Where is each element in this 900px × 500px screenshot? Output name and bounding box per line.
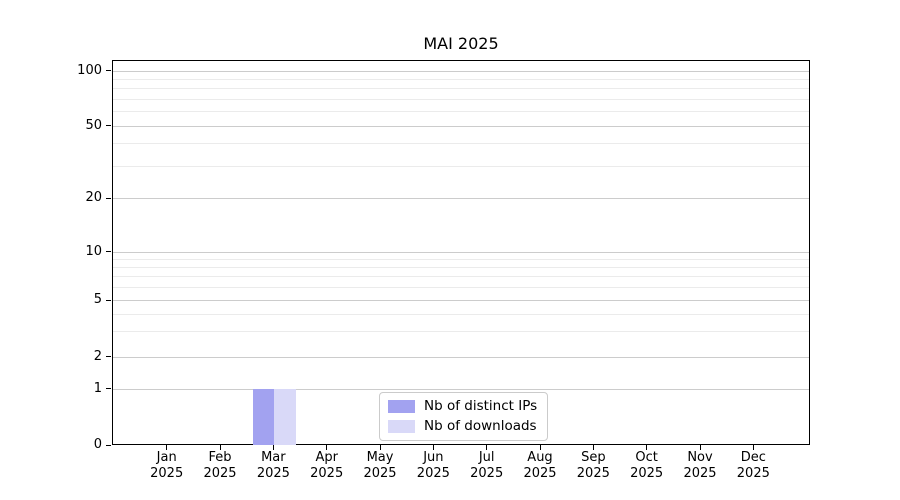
plot-area [112, 60, 810, 445]
y-tick-mark-0 [106, 444, 111, 446]
y-gridline-major-100 [113, 70, 809, 72]
x-tick-month: Jul [478, 450, 495, 465]
legend-swatch-distinct-ips [388, 399, 415, 413]
x-tick-month: Feb [208, 450, 232, 465]
x-tick-label-jun: Jun 2025 [401, 450, 465, 482]
y-gridline-major-10 [113, 251, 809, 253]
legend-item-downloads: Nb of downloads [388, 418, 537, 434]
y-gridline-minor-60 [113, 111, 809, 113]
x-tick-year: 2025 [523, 466, 557, 481]
y-tick-mark-100 [106, 70, 111, 71]
y-tick-mark-2 [106, 356, 111, 357]
x-tick-label-oct: Oct 2025 [615, 450, 679, 482]
y-gridline-major-1 [113, 388, 809, 390]
y-gridline-major-20 [113, 198, 809, 199]
x-tick-label-sep: Sep 2025 [561, 450, 625, 482]
x-tick-year: 2025 [363, 466, 397, 481]
y-tick-label-5: 5 [93, 292, 102, 307]
legend-swatch-downloads [388, 419, 415, 433]
x-tick-label-aug: Aug 2025 [508, 450, 572, 482]
x-tick-label-jul: Jul 2025 [455, 450, 519, 482]
y-tick-mark-1 [106, 388, 111, 389]
y-gridline-major-5 [113, 300, 809, 301]
x-tick-mark-may [379, 445, 381, 450]
y-tick-mark-50 [106, 125, 111, 126]
y-gridline-minor-6 [113, 287, 809, 289]
x-tick-month: Aug [527, 450, 553, 465]
x-tick-year: 2025 [683, 466, 717, 481]
x-tick-month: May [366, 450, 394, 465]
chart-title: MAI 2025 [423, 34, 499, 53]
legend-label-distinct-ips: Nb of distinct IPs [424, 398, 538, 414]
legend-item-distinct-ips: Nb of distinct IPs [388, 398, 537, 414]
bar-nb-of-downloads-mar [274, 388, 296, 445]
x-tick-mark-jun [432, 445, 434, 450]
x-tick-month: Jun [423, 450, 444, 465]
legend-label-downloads: Nb of downloads [424, 418, 537, 434]
legend: Nb of distinct IPs Nb of downloads [379, 392, 549, 441]
x-tick-year: 2025 [470, 466, 504, 481]
x-tick-label-mar: Mar 2025 [241, 450, 305, 482]
x-tick-label-nov: Nov 2025 [668, 450, 732, 482]
x-tick-month: Jan [156, 450, 177, 465]
bar-nb-of-distinct-ips-mar [252, 388, 275, 445]
x-tick-mark-oct [646, 445, 648, 450]
y-gridline-minor-3 [113, 331, 809, 333]
x-tick-label-apr: Apr 2025 [295, 450, 359, 482]
y-gridline-minor-40 [113, 143, 809, 145]
x-tick-mark-jul [486, 445, 488, 450]
y-gridline-minor-7 [113, 276, 809, 278]
x-tick-label-jan: Jan 2025 [135, 450, 199, 482]
x-tick-month: Oct [635, 450, 658, 465]
x-tick-mark-aug [539, 445, 541, 450]
x-tick-mark-dec [752, 445, 754, 450]
y-gridline-major-50 [113, 125, 809, 127]
y-tick-label-10: 10 [85, 243, 102, 259]
y-tick-label-50: 50 [85, 117, 102, 133]
y-gridline-minor-80 [113, 88, 809, 90]
x-tick-month: Mar [261, 450, 286, 465]
y-gridline-minor-9 [113, 258, 809, 260]
x-tick-mark-apr [326, 445, 328, 450]
x-tick-mark-mar [272, 445, 274, 450]
x-tick-month: Nov [687, 450, 713, 465]
x-tick-month: Apr [315, 450, 338, 465]
x-tick-label-feb: Feb 2025 [188, 450, 252, 482]
y-tick-label-1: 1 [93, 380, 102, 396]
x-tick-year: 2025 [736, 466, 770, 481]
x-tick-year: 2025 [203, 466, 237, 481]
y-tick-mark-10 [106, 251, 111, 252]
y-tick-mark-20 [106, 197, 111, 199]
y-tick-label-0: 0 [93, 437, 102, 452]
y-gridline-minor-70 [113, 98, 809, 100]
x-tick-mark-feb [219, 445, 221, 450]
y-tick-label-2: 2 [93, 348, 102, 364]
x-tick-label-may: May 2025 [348, 450, 412, 482]
x-tick-year: 2025 [310, 466, 344, 481]
y-gridline-minor-4 [113, 313, 809, 315]
y-gridline-minor-8 [113, 267, 809, 269]
y-tick-mark-5 [106, 299, 111, 301]
x-tick-month: Sep [581, 450, 606, 465]
x-tick-mark-sep [592, 445, 594, 450]
x-tick-year: 2025 [576, 466, 610, 481]
y-tick-label-100: 100 [77, 62, 102, 78]
x-tick-mark-nov [699, 445, 701, 450]
y-gridline-major-2 [113, 356, 809, 358]
x-tick-year: 2025 [150, 466, 184, 481]
x-tick-mark-jan [166, 445, 168, 450]
y-gridline-minor-90 [113, 78, 809, 80]
x-tick-year: 2025 [630, 466, 664, 481]
x-tick-year: 2025 [256, 466, 290, 481]
y-tick-label-20: 20 [85, 190, 102, 205]
y-gridline-minor-30 [113, 165, 809, 167]
x-tick-label-dec: Dec 2025 [721, 450, 785, 482]
x-tick-month: Dec [740, 450, 766, 465]
x-tick-year: 2025 [416, 466, 450, 481]
